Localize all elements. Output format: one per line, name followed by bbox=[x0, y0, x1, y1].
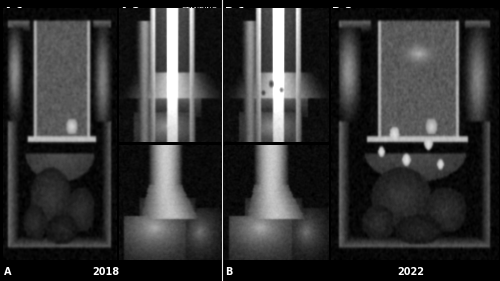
Text: 2022: 2022 bbox=[398, 267, 424, 277]
Text: A: A bbox=[4, 267, 11, 277]
Text: Lateral: Lateral bbox=[300, 178, 318, 183]
Text: L: L bbox=[307, 170, 311, 176]
Text: 2018: 2018 bbox=[92, 267, 120, 277]
Text: STANDING: STANDING bbox=[181, 7, 217, 13]
Text: B-2: B-2 bbox=[332, 7, 353, 17]
Text: A-2: A-2 bbox=[120, 7, 141, 17]
Text: B-1: B-1 bbox=[225, 7, 246, 17]
Text: A-1: A-1 bbox=[4, 7, 24, 17]
Text: L: L bbox=[190, 15, 195, 24]
Text: B: B bbox=[225, 267, 232, 277]
